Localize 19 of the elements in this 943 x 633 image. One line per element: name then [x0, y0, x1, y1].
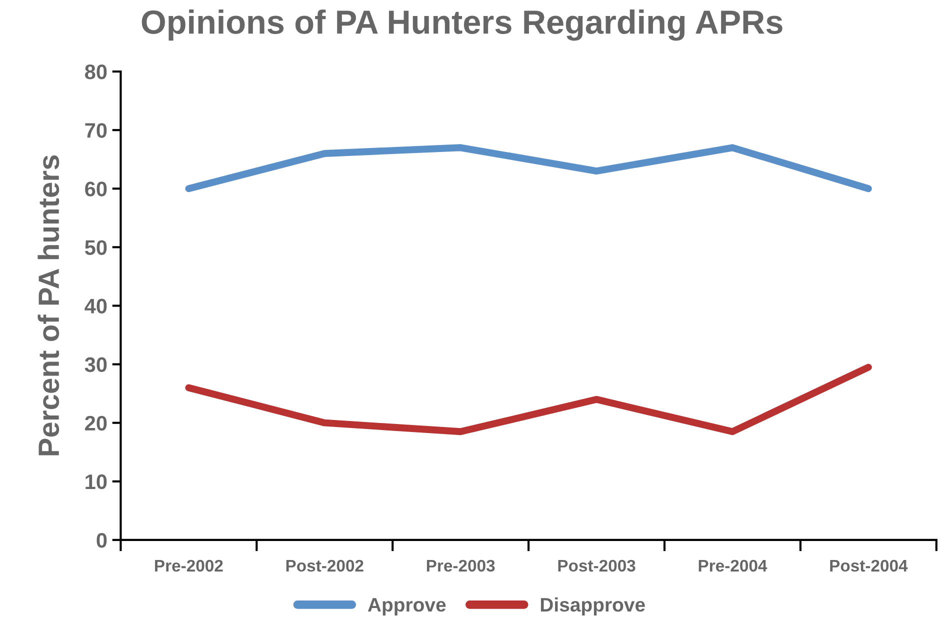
y-tick-label: 20 [85, 416, 107, 431]
y-tick-label: 0 [96, 532, 107, 548]
x-tick-label: Pre-2003 [426, 560, 495, 572]
y-tick-label: 70 [85, 123, 107, 138]
legend-label: Disapprove [540, 597, 645, 616]
x-tick-label: Pre-2004 [698, 560, 768, 572]
x-tick-label: Post-2003 [558, 560, 636, 572]
x-tick-label: Pre-2002 [155, 560, 223, 572]
x-tick-label: Post-2004 [830, 560, 908, 572]
y-tick-label: 10 [86, 474, 107, 490]
y-tick-label: 80 [85, 64, 107, 80]
chart-title: Opinions of PA Hunters Regarding APRs [142, 9, 782, 41]
y-axis-title: Percent of PA hunters [38, 155, 60, 456]
x-tick-label: Post-2002 [286, 560, 364, 572]
y-tick-label: 30 [84, 357, 107, 372]
y-tick-label: 40 [84, 298, 107, 314]
y-tick-label: 60 [85, 182, 107, 196]
legend-label: Approve [368, 598, 446, 616]
y-tick-label: 50 [84, 240, 107, 255]
